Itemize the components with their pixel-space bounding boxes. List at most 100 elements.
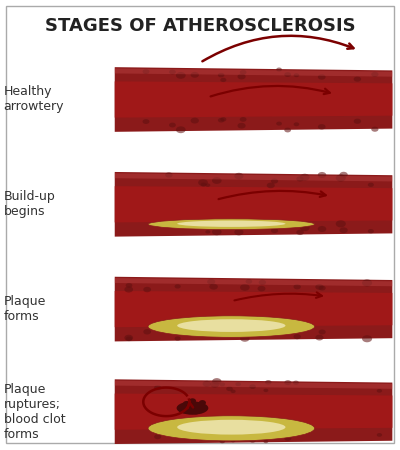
Ellipse shape <box>336 175 346 181</box>
Ellipse shape <box>220 439 225 443</box>
Ellipse shape <box>177 319 286 332</box>
Ellipse shape <box>315 284 324 290</box>
Ellipse shape <box>368 183 374 187</box>
Ellipse shape <box>377 389 382 393</box>
Ellipse shape <box>209 284 218 290</box>
Text: Plaque
ruptures;
blood clot
forms: Plaque ruptures; blood clot forms <box>4 382 65 441</box>
Ellipse shape <box>354 76 361 82</box>
Ellipse shape <box>212 378 222 385</box>
Ellipse shape <box>258 331 266 337</box>
Ellipse shape <box>220 382 225 387</box>
Ellipse shape <box>249 384 256 389</box>
Ellipse shape <box>315 335 324 341</box>
Ellipse shape <box>294 334 301 339</box>
Ellipse shape <box>284 128 291 132</box>
Polygon shape <box>115 186 392 222</box>
Ellipse shape <box>154 385 161 390</box>
Polygon shape <box>115 67 392 132</box>
Ellipse shape <box>124 335 133 341</box>
Ellipse shape <box>207 331 215 337</box>
Ellipse shape <box>377 433 382 437</box>
Ellipse shape <box>210 432 219 439</box>
Ellipse shape <box>177 420 286 435</box>
Ellipse shape <box>142 119 150 124</box>
Ellipse shape <box>205 184 210 187</box>
Ellipse shape <box>148 416 315 441</box>
Ellipse shape <box>238 123 246 129</box>
Ellipse shape <box>354 119 361 124</box>
Ellipse shape <box>148 316 315 338</box>
Ellipse shape <box>294 122 299 126</box>
Ellipse shape <box>218 73 224 77</box>
Ellipse shape <box>177 220 286 227</box>
Ellipse shape <box>199 400 206 405</box>
Ellipse shape <box>267 183 275 188</box>
Ellipse shape <box>124 286 133 292</box>
Polygon shape <box>115 291 392 327</box>
Ellipse shape <box>240 117 246 122</box>
Polygon shape <box>115 394 392 430</box>
Ellipse shape <box>276 68 282 72</box>
Ellipse shape <box>249 438 256 443</box>
Polygon shape <box>115 81 392 117</box>
Ellipse shape <box>284 436 291 441</box>
Ellipse shape <box>258 286 266 292</box>
Ellipse shape <box>212 177 222 184</box>
Ellipse shape <box>126 337 132 341</box>
Ellipse shape <box>154 434 161 439</box>
Ellipse shape <box>318 172 326 178</box>
Ellipse shape <box>296 230 304 235</box>
Ellipse shape <box>142 69 150 74</box>
Ellipse shape <box>202 381 211 387</box>
Ellipse shape <box>143 329 151 334</box>
Ellipse shape <box>271 228 278 233</box>
Ellipse shape <box>226 434 233 438</box>
Ellipse shape <box>126 283 132 288</box>
Ellipse shape <box>246 328 252 333</box>
Ellipse shape <box>189 398 196 404</box>
Polygon shape <box>115 379 392 444</box>
Ellipse shape <box>267 223 275 229</box>
Polygon shape <box>115 381 392 389</box>
Ellipse shape <box>205 230 210 234</box>
Ellipse shape <box>176 72 186 79</box>
Ellipse shape <box>362 335 372 342</box>
Text: STAGES OF ATHEROSCLEROSIS: STAGES OF ATHEROSCLEROSIS <box>45 17 355 35</box>
Ellipse shape <box>336 220 346 227</box>
Ellipse shape <box>212 429 222 435</box>
Polygon shape <box>115 278 392 286</box>
Ellipse shape <box>293 429 299 433</box>
Ellipse shape <box>200 183 206 187</box>
Ellipse shape <box>293 381 299 385</box>
Ellipse shape <box>179 408 186 413</box>
Ellipse shape <box>210 381 219 387</box>
Ellipse shape <box>265 380 272 385</box>
Ellipse shape <box>362 279 372 287</box>
Ellipse shape <box>165 223 173 228</box>
Ellipse shape <box>271 179 278 184</box>
Ellipse shape <box>198 179 208 186</box>
Polygon shape <box>115 277 392 342</box>
Ellipse shape <box>300 224 310 231</box>
Ellipse shape <box>191 118 199 124</box>
Ellipse shape <box>318 74 326 80</box>
Ellipse shape <box>264 389 268 392</box>
Ellipse shape <box>238 74 246 79</box>
Ellipse shape <box>259 280 266 285</box>
Ellipse shape <box>212 229 222 235</box>
Ellipse shape <box>264 440 268 443</box>
Ellipse shape <box>318 286 326 291</box>
Ellipse shape <box>318 226 326 232</box>
Polygon shape <box>115 172 392 237</box>
Ellipse shape <box>234 229 244 235</box>
Ellipse shape <box>200 222 206 226</box>
Ellipse shape <box>240 70 246 75</box>
Ellipse shape <box>235 382 241 386</box>
Text: Build-up
begins: Build-up begins <box>4 190 56 218</box>
Ellipse shape <box>294 73 299 77</box>
Ellipse shape <box>371 126 378 132</box>
Ellipse shape <box>296 176 304 181</box>
Ellipse shape <box>202 428 211 434</box>
Ellipse shape <box>246 279 252 284</box>
Ellipse shape <box>368 229 374 233</box>
